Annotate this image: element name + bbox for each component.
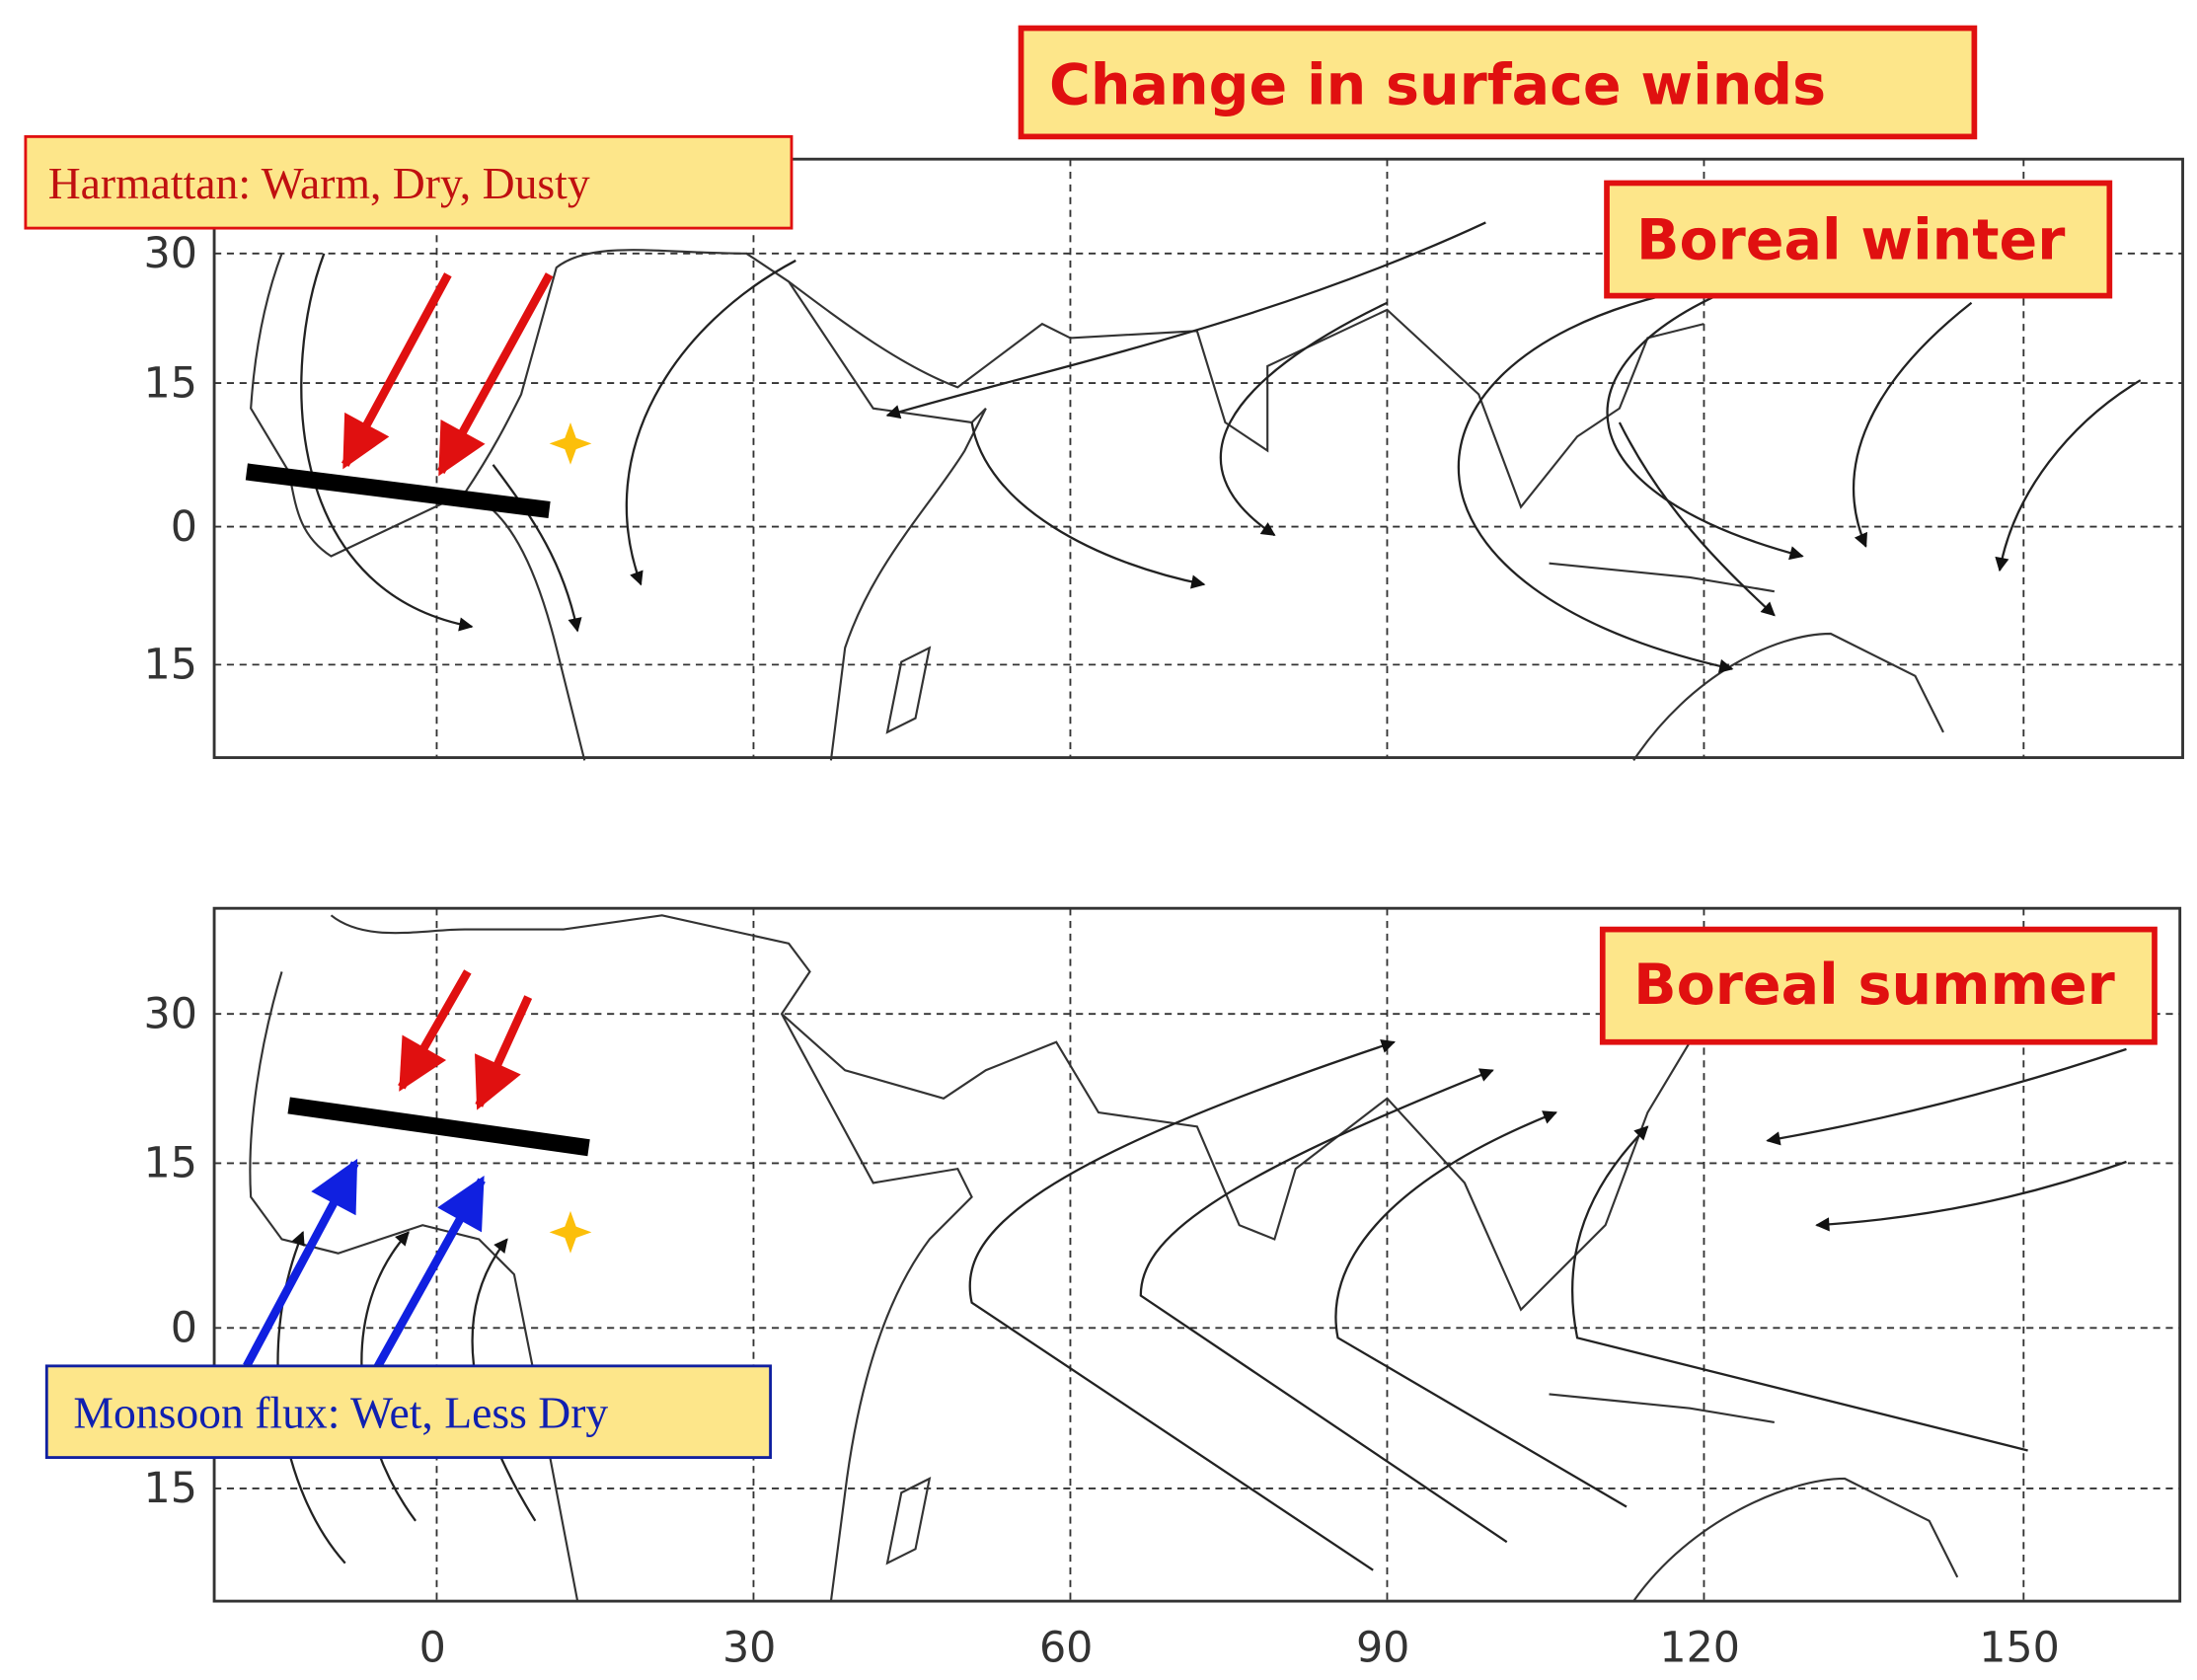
- y-tick-label: 15: [144, 358, 197, 408]
- wind-arrow: [471, 1238, 537, 1522]
- wind-arrow: [968, 1039, 1396, 1571]
- y-tick-label: 15: [144, 1464, 197, 1513]
- wind-arrow: [492, 464, 582, 633]
- harmattan-arrow: [437, 272, 554, 477]
- wind-arrow: [1766, 1047, 2127, 1146]
- wind-arrow: [1457, 294, 1734, 673]
- wind-arrow: [970, 421, 1206, 589]
- coastline: [250, 249, 1944, 761]
- wind-arrow: [1618, 421, 1776, 617]
- title-box: [1018, 25, 1978, 140]
- y-tick-label: 30: [144, 229, 197, 278]
- wind-arrow: [300, 253, 474, 632]
- monsoon-arrow: [362, 1176, 486, 1390]
- wind-arrow: [1995, 379, 2142, 573]
- x-tick-label: 150: [1979, 1623, 2060, 1672]
- harmattan-arrow: [341, 272, 452, 470]
- itcz-bar: [287, 1097, 590, 1157]
- y-tick-label: 15: [144, 1139, 197, 1188]
- winter-layer: [245, 221, 2142, 761]
- annotation: Harmattan: Warm, Dry, Dusty: [48, 158, 590, 208]
- harmattan-arrow: [398, 969, 472, 1092]
- x-tick-label: 60: [1039, 1623, 1093, 1672]
- star: [549, 1210, 592, 1254]
- x-tick-label: 30: [722, 1623, 776, 1672]
- star: [549, 421, 592, 465]
- itcz-bar: [245, 463, 551, 518]
- wind-arrow: [1815, 1160, 2127, 1232]
- y-tick-label: 0: [171, 1304, 197, 1353]
- wind-arrow: [1571, 1125, 2028, 1452]
- x-tick-label: 90: [1356, 1623, 1409, 1672]
- panel-frame: [212, 906, 2182, 1603]
- wind-arrow: [1852, 301, 1973, 548]
- wind-arrow: [885, 221, 1486, 420]
- title: Change in surface winds: [1049, 53, 1826, 118]
- monsoon-arrow: [243, 1158, 359, 1368]
- y-tick-label: 15: [144, 641, 197, 690]
- coastline: [249, 914, 1959, 1602]
- y-tick-label: 0: [171, 502, 197, 552]
- wind-arrow: [1139, 1068, 1508, 1544]
- wind-arrow: [1334, 1110, 1628, 1508]
- x-tick-label: 0: [419, 1623, 446, 1672]
- x-tick-label: 120: [1659, 1623, 1740, 1672]
- wind-arrow: [1219, 301, 1388, 537]
- label-box: [1599, 926, 2158, 1045]
- annotation-box: [24, 134, 794, 230]
- panel-label: Boreal winter: [1636, 208, 2065, 273]
- panel-label: Boreal summer: [1633, 953, 2115, 1018]
- annotation-box: [44, 1364, 773, 1460]
- harmattan-arrow: [475, 995, 533, 1110]
- panel-frame: [212, 157, 2184, 759]
- wind-arrow: [625, 259, 796, 586]
- annotation: Monsoon flux: Wet, Less Dry: [73, 1388, 608, 1438]
- y-tick-label: 30: [144, 989, 197, 1038]
- wind-arrow: [1606, 287, 1804, 561]
- label-box: [1604, 180, 2113, 299]
